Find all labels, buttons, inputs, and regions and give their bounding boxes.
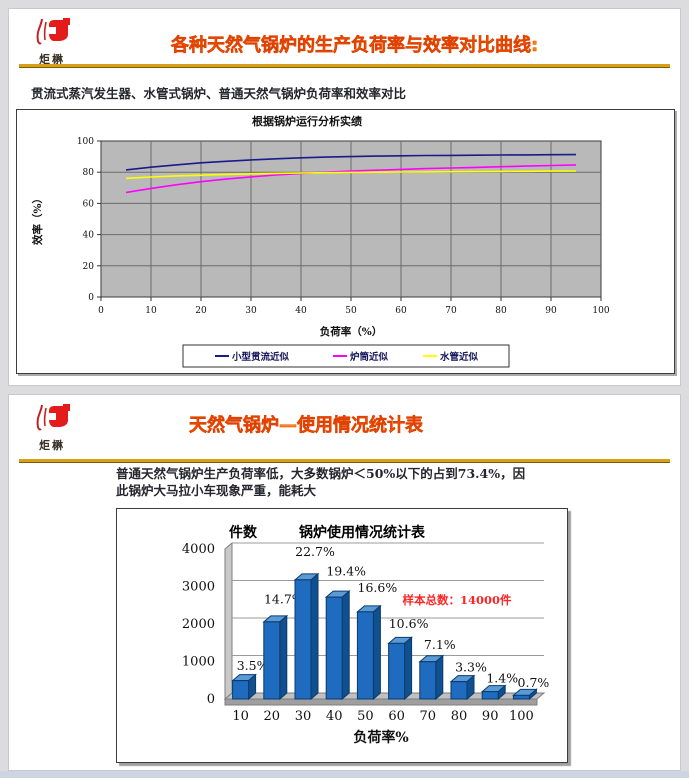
svg-text:0: 0 xyxy=(98,306,104,316)
svg-text:10: 10 xyxy=(232,709,249,724)
svg-text:30: 30 xyxy=(295,709,312,724)
svg-text:60: 60 xyxy=(395,306,407,316)
line-chart-frame: 根据锅炉运行分析实绩 0 20 40 60 80 100 0 10 20 30 40 50 60 70 80 9… xyxy=(16,109,675,374)
svg-text:16.6%: 16.6% xyxy=(358,580,398,595)
svg-text:20: 20 xyxy=(83,262,95,272)
logo-text: 炬楙 xyxy=(39,439,65,452)
svg-text:20: 20 xyxy=(195,306,207,316)
svg-text:14.7%: 14.7% xyxy=(264,592,304,607)
svg-text:19.4%: 19.4% xyxy=(326,564,366,579)
bar-chart-frame: 锅炉使用情况统计表 件数 0 1000 2000 3000 4000 3.5% 10 14.7% 2… xyxy=(116,508,568,763)
svg-text:1.4%: 1.4% xyxy=(486,671,518,686)
bottom-scroll-strip xyxy=(0,771,689,778)
svg-text:90: 90 xyxy=(482,709,499,724)
svg-text:2000: 2000 xyxy=(182,617,215,632)
svg-text:0.7%: 0.7% xyxy=(518,675,550,690)
svg-text:3000: 3000 xyxy=(182,580,215,595)
svg-text:10.6%: 10.6% xyxy=(389,616,429,631)
slide1-title: 各种天然气锅炉的生产负荷率与效率对比曲线: xyxy=(171,35,539,57)
slide-2: 炬楙 天然气锅炉—使用情况统计表 普通天然气锅炉生产负荷率低，大多数锅炉＜50%… xyxy=(8,394,681,771)
slide2-title: 天然气锅炉—使用情况统计表 xyxy=(189,415,424,437)
svg-text:60: 60 xyxy=(83,199,95,209)
company-logo: 炬楙 xyxy=(29,17,75,67)
svg-text:50: 50 xyxy=(345,306,357,316)
slide2-body-text: 普通天然气锅炉生产负荷率低，大多数锅炉＜50%以下的占到73.4%，因此锅炉大马… xyxy=(116,466,526,498)
svg-text:小型贯流近似: 小型贯流近似 xyxy=(231,351,290,363)
logo-text: 炬楙 xyxy=(39,53,65,66)
svg-text:80: 80 xyxy=(495,306,507,316)
svg-text:件数: 件数 xyxy=(229,524,258,541)
line-chart: 根据锅炉运行分析实绩 0 20 40 60 80 100 0 10 20 30 40 50 60 70 80 9… xyxy=(31,114,610,368)
svg-text:3.5%: 3.5% xyxy=(237,658,269,673)
svg-text:40: 40 xyxy=(83,231,95,241)
svg-text:70: 70 xyxy=(420,709,437,724)
header-rule xyxy=(19,459,670,463)
svg-text:炉筒近似: 炉筒近似 xyxy=(350,351,389,363)
header-rule xyxy=(19,64,670,68)
bar-chart: 锅炉使用情况统计表 件数 0 1000 2000 3000 4000 3.5% 10 14.7% 2… xyxy=(182,524,550,746)
flame-logo-icon xyxy=(36,18,70,45)
svg-text:样本总数：14000件: 样本总数：14000件 xyxy=(402,593,512,607)
company-logo: 炬楙 xyxy=(29,403,75,453)
svg-text:100: 100 xyxy=(592,306,609,316)
svg-text:0: 0 xyxy=(207,692,215,707)
svg-text:7.1%: 7.1% xyxy=(424,637,456,652)
svg-text:100: 100 xyxy=(509,709,534,724)
svg-text:根据锅炉运行分析实绩: 根据锅炉运行分析实绩 xyxy=(252,114,362,128)
svg-text:90: 90 xyxy=(545,306,557,316)
svg-text:4000: 4000 xyxy=(182,542,215,557)
flame-logo-icon xyxy=(36,404,70,431)
svg-text:80: 80 xyxy=(451,709,468,724)
slide1-subtitle: 贯流式蒸汽发生器、水管式锅炉、普通天然气锅炉负荷率和效率对比 xyxy=(31,86,407,101)
svg-text:10: 10 xyxy=(145,306,157,316)
svg-text:1000: 1000 xyxy=(182,655,215,670)
slide-1: 炬楙 各种天然气锅炉的生产负荷率与效率对比曲线: 贯流式蒸汽发生器、水管式锅炉、… xyxy=(8,8,681,386)
svg-text:80: 80 xyxy=(83,168,95,178)
svg-text:0: 0 xyxy=(88,293,94,303)
svg-text:负荷率%: 负荷率% xyxy=(353,729,408,746)
svg-text:100: 100 xyxy=(77,137,94,147)
svg-text:锅炉使用情况统计表: 锅炉使用情况统计表 xyxy=(299,524,426,541)
svg-text:50: 50 xyxy=(357,709,374,724)
svg-text:70: 70 xyxy=(445,306,457,316)
svg-text:20: 20 xyxy=(264,709,281,724)
svg-text:负荷率（%）: 负荷率（%） xyxy=(320,325,382,338)
svg-text:3.3%: 3.3% xyxy=(455,659,487,674)
svg-text:60: 60 xyxy=(388,709,405,724)
svg-text:水管近似: 水管近似 xyxy=(440,351,479,363)
svg-text:40: 40 xyxy=(326,709,343,724)
svg-text:22.7%: 22.7% xyxy=(295,544,335,559)
svg-text:40: 40 xyxy=(295,306,307,316)
svg-text:效率（%）: 效率（%） xyxy=(31,193,44,245)
svg-text:30: 30 xyxy=(245,306,257,316)
